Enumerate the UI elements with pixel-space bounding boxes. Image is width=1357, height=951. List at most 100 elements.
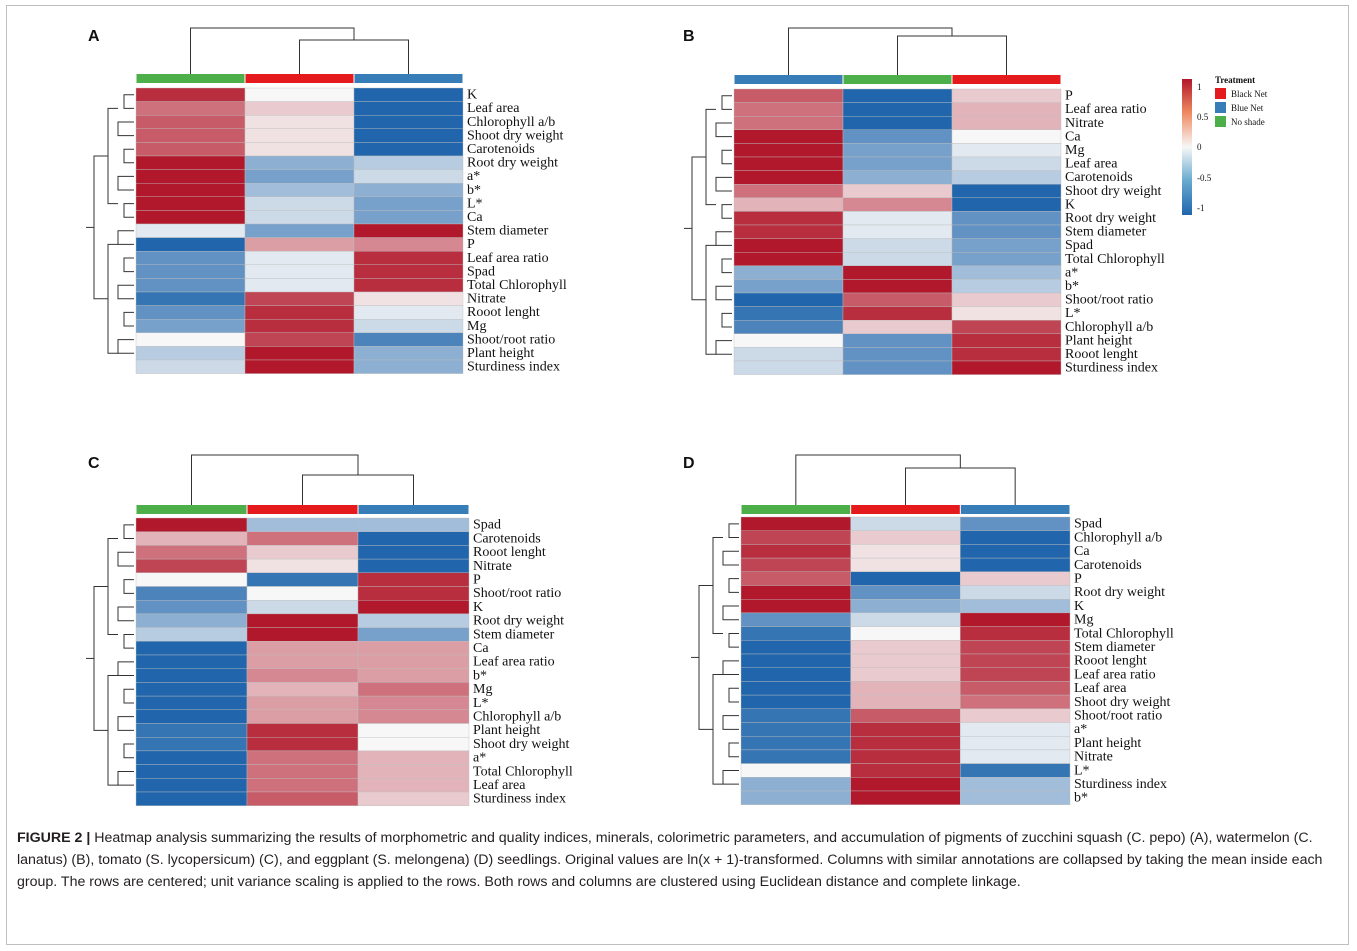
row-label: Root dry weight: [1074, 585, 1165, 600]
heatmap-cell: [850, 653, 961, 668]
row-dendrogram-branch: [722, 550, 739, 566]
row-label: Mg: [467, 319, 486, 334]
heatmap-cell: [740, 626, 851, 641]
row-dendrogram-branch: [107, 243, 118, 354]
heatmap-cell: [951, 347, 1062, 362]
heatmap-cell: [740, 530, 851, 545]
heatmap-cell: [740, 599, 851, 614]
dendrogram-branch: [795, 454, 961, 490]
heatmap-cell: [733, 197, 844, 212]
heatmap-cell: [951, 360, 1062, 375]
heatmap-cell: [135, 723, 248, 738]
panel-label: A: [88, 28, 100, 45]
row-label: Leaf area ratio: [1065, 102, 1147, 117]
heatmap-cell: [246, 750, 359, 765]
heatmap-cell: [357, 572, 470, 587]
row-label: Plant height: [1074, 736, 1141, 751]
row-label: Root dry weight: [467, 156, 558, 171]
heatmap-cell: [246, 586, 359, 601]
row-label: Chlorophyll a/b: [467, 115, 555, 130]
heatmap-cell: [357, 600, 470, 615]
heatmap-cell: [244, 210, 355, 225]
row-label: Sturdiness index: [1065, 361, 1158, 376]
figure-frame: [6, 5, 1349, 945]
row-label: Sturdiness index: [1074, 777, 1167, 792]
panel-label: C: [88, 455, 100, 472]
heatmap-cell: [246, 709, 359, 724]
heatmap-cell: [135, 359, 246, 374]
row-label: Stem diameter: [473, 627, 555, 642]
heatmap-cell: [353, 182, 464, 197]
heatmap-cell: [135, 586, 248, 601]
heatmap-cell: [357, 737, 470, 752]
heatmap-cell: [960, 653, 1071, 668]
row-dendrogram-branch: [117, 339, 134, 354]
row-dendrogram-branch: [123, 743, 134, 759]
heatmap-cell: [733, 102, 844, 117]
heatmap-cell: [246, 572, 359, 587]
row-label: L*: [467, 196, 483, 211]
dendrogram-branch: [788, 27, 953, 50]
heatmap-cell: [353, 319, 464, 334]
row-label: Shoot/root ratio: [473, 586, 561, 601]
heatmap-cell: [850, 544, 961, 559]
row-label: Leaf area: [1065, 157, 1118, 172]
row-dendrogram-branch: [712, 674, 723, 785]
row-dendrogram-branch: [123, 311, 134, 327]
dendrogram-leaf: [190, 55, 409, 74]
heatmap-cell: [135, 545, 248, 560]
row-label: Rooot lenght: [473, 545, 546, 560]
heatmap-cell: [244, 101, 355, 116]
heatmap-cell: [842, 347, 953, 362]
row-label: Mg: [1065, 143, 1084, 158]
heatmap-cell: [951, 292, 1062, 307]
heatmap-cell: [357, 627, 470, 642]
heatmap-cell: [850, 626, 961, 641]
heatmap-cell: [842, 333, 953, 348]
row-dendrogram-branch: [715, 122, 732, 138]
heatmap-cell: [951, 143, 1062, 158]
heatmap-cell: [246, 764, 359, 779]
heatmap-cell: [850, 708, 961, 723]
row-dendrogram-branch: [722, 660, 739, 676]
heatmap-cell: [244, 264, 355, 279]
heatmap-cell: [135, 682, 248, 697]
heatmap-cell: [353, 305, 464, 320]
heatmap-cell: [740, 749, 851, 764]
row-label: Rooot lenght: [1074, 654, 1147, 669]
heatmap-cell: [135, 278, 246, 293]
heatmap-cell: [135, 155, 246, 170]
dendrogram-branch: [302, 474, 414, 490]
row-dendrogram-branch: [705, 244, 716, 355]
heatmap-cell: [246, 531, 359, 546]
row-dendrogram: [691, 523, 739, 785]
treatment-legend-swatch: [1215, 88, 1226, 99]
row-label: b*: [467, 183, 481, 198]
row-label: L*: [473, 696, 489, 711]
row-label: Ca: [1074, 544, 1090, 559]
heatmap-cell: [733, 88, 844, 103]
row-dendrogram-branch: [93, 586, 108, 731]
row-dendrogram-branch: [721, 312, 732, 328]
heatmap-cell: [135, 182, 246, 197]
row-label: K: [473, 600, 483, 615]
heatmap-cell: [951, 156, 1062, 171]
heatmap-cell: [246, 791, 359, 806]
heatmap-cell: [244, 305, 355, 320]
heatmap-cell: [353, 223, 464, 238]
heatmap-cell: [733, 251, 844, 266]
row-label: Carotenoids: [1074, 558, 1142, 573]
heatmap-cell: [951, 115, 1062, 130]
row-dendrogram: [86, 524, 134, 786]
heatmap-cell: [246, 737, 359, 752]
row-dendrogram-branch: [93, 155, 108, 300]
heatmap-cell: [244, 87, 355, 102]
heatmap-cell: [135, 237, 246, 252]
row-dendrogram-branch: [107, 675, 118, 786]
row-label: K: [467, 88, 477, 103]
heatmap-cell: [850, 736, 961, 751]
column-dendrogram: [795, 454, 1016, 505]
treatment-legend-swatch: [1215, 102, 1226, 113]
